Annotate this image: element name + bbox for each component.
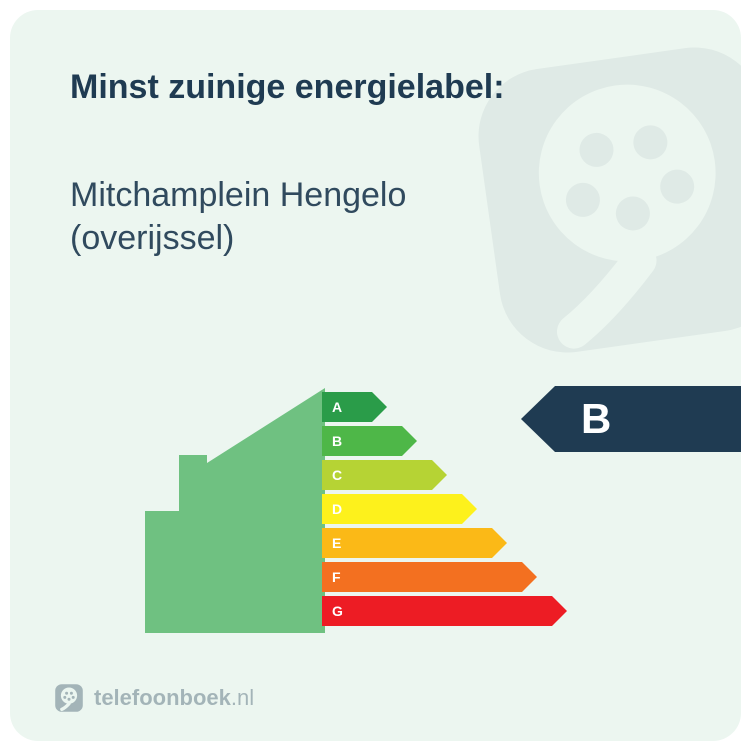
- indicator-letter: B: [581, 395, 611, 443]
- energy-bar-d: D: [322, 494, 567, 524]
- bar-shape: [322, 494, 477, 524]
- info-card: Minst zuinige energielabel: Mitchamplein…: [10, 10, 741, 741]
- energy-bar-c: C: [322, 460, 567, 490]
- footer-brand: telefoonboek.nl: [54, 683, 254, 713]
- indicator-arrow-shape: [521, 386, 741, 452]
- footer-brand-name: telefoonboek: [94, 685, 231, 710]
- subtitle-line1: Mitchamplein Hengelo: [70, 176, 406, 214]
- bar-letter: E: [332, 535, 341, 551]
- bar-shape: [322, 528, 507, 558]
- bar-shape: [322, 596, 567, 626]
- house-icon: [145, 388, 325, 633]
- bar-shape: [322, 562, 537, 592]
- energy-bar-f: F: [322, 562, 567, 592]
- bar-letter: G: [332, 603, 343, 619]
- card-title: Minst zuinige energielabel:: [70, 68, 505, 107]
- footer-brand-tld: .nl: [231, 685, 254, 710]
- bar-letter: D: [332, 501, 342, 517]
- energy-bar-e: E: [322, 528, 567, 558]
- phone-dial-icon: [54, 683, 84, 713]
- subtitle-line2: (overijssel): [70, 219, 234, 257]
- energy-bar-g: G: [322, 596, 567, 626]
- rating-indicator: B: [521, 386, 741, 452]
- bar-letter: F: [332, 569, 341, 585]
- bar-letter: B: [332, 433, 342, 449]
- bar-letter: C: [332, 467, 342, 483]
- bar-letter: A: [332, 399, 342, 415]
- footer-text: telefoonboek.nl: [94, 685, 254, 711]
- card-subtitle: Mitchamplein Hengelo (overijssel): [70, 174, 406, 259]
